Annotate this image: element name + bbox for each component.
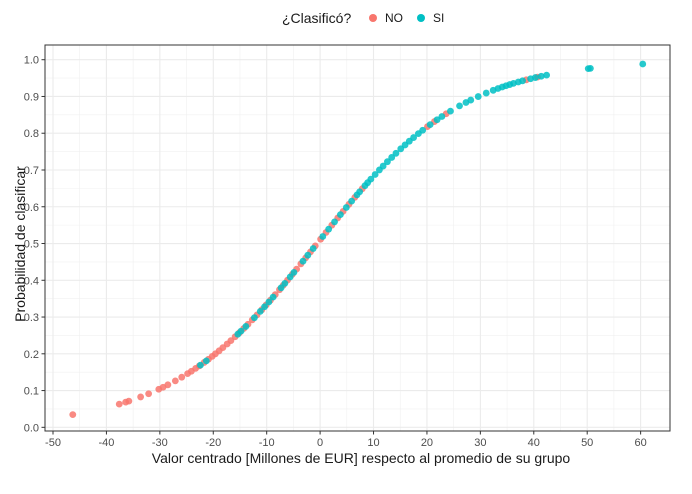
- point-si: [277, 284, 285, 292]
- panel-background: [45, 45, 670, 431]
- legend: ¿Clasificó? NO SI: [282, 10, 444, 26]
- point-no: [125, 397, 133, 405]
- point-si: [384, 158, 391, 166]
- point-si: [543, 71, 551, 79]
- point-si: [202, 357, 210, 365]
- data-points: [69, 60, 647, 419]
- y-tick-label: 0.0: [24, 422, 39, 434]
- point-si: [256, 308, 264, 315]
- point-si: [309, 245, 317, 252]
- point-si: [356, 188, 364, 196]
- point-si: [388, 154, 396, 161]
- point-si: [304, 251, 312, 259]
- major-gridlines: [45, 45, 670, 431]
- point-si: [438, 113, 446, 120]
- y-tick-label: 0.3: [24, 312, 39, 324]
- y-tick-label: 0.5: [24, 239, 39, 251]
- point-si: [319, 233, 327, 240]
- x-tick-label: 20: [421, 437, 433, 449]
- point-si: [237, 327, 245, 335]
- x-axis-ticks: -50 -40 -30 -20 -10 0 10 20 30 40 50 60: [45, 431, 647, 449]
- x-axis-title: Valor centrado [Millones de EUR] respect…: [152, 450, 571, 466]
- point-si: [531, 74, 539, 81]
- point-si: [467, 96, 475, 104]
- point-si: [456, 102, 463, 110]
- x-tick-label: -40: [98, 437, 114, 449]
- point-si: [379, 162, 387, 170]
- point-no: [69, 411, 77, 419]
- point-si: [337, 211, 344, 219]
- point-si: [325, 225, 333, 233]
- point-si: [367, 175, 375, 183]
- point-no: [115, 400, 123, 408]
- point-no: [171, 377, 179, 385]
- y-axis-title: Probabilidad de clasificar: [12, 166, 28, 322]
- point-no: [137, 393, 145, 401]
- point-si: [426, 121, 434, 129]
- point-si: [342, 204, 350, 211]
- point-si: [251, 314, 258, 322]
- point-si: [537, 72, 545, 80]
- point-si: [410, 134, 417, 141]
- point-si: [419, 126, 427, 134]
- panel-border-rect: [44, 44, 671, 432]
- legend-no-label: NO: [385, 11, 403, 25]
- x-tick-label: -50: [45, 437, 61, 449]
- y-tick-label: 0.4: [24, 275, 39, 287]
- point-si: [197, 361, 204, 369]
- y-tick-label: 1.0: [24, 55, 39, 67]
- point-no: [145, 390, 153, 398]
- x-tick-label: -30: [152, 437, 168, 449]
- point-si: [371, 171, 379, 178]
- y-tick-label: 0.1: [24, 386, 39, 398]
- x-tick-label: 0: [317, 437, 323, 449]
- y-tick-label: 0.7: [24, 165, 39, 177]
- y-axis-ticks: 0.0 0.1 0.2 0.3 0.4 0.5 0.6 0.7 0.8 0.9 1.0: [24, 55, 45, 434]
- point-no: [178, 373, 186, 381]
- point-si: [290, 268, 298, 276]
- point-si: [242, 323, 250, 330]
- point-si: [348, 197, 356, 205]
- y-tick-label: 0.6: [24, 202, 39, 214]
- y-tick-label: 0.2: [24, 349, 39, 361]
- point-si: [482, 89, 490, 97]
- x-tick-label: 30: [474, 437, 486, 449]
- x-tick-label: 50: [581, 437, 593, 449]
- point-si: [519, 77, 526, 85]
- point-si: [587, 64, 594, 72]
- point-si: [447, 107, 454, 115]
- plot-panel: [45, 45, 670, 431]
- minor-gridlines: [45, 45, 670, 431]
- y-tick-label: 0.8: [24, 128, 39, 140]
- x-tick-label: 10: [367, 437, 379, 449]
- x-tick-label: 60: [634, 437, 646, 449]
- point-si: [639, 60, 647, 68]
- legend-si-marker: [417, 14, 425, 22]
- point-si: [265, 298, 273, 306]
- y-tick-label: 0.9: [24, 91, 39, 103]
- point-si: [269, 293, 277, 301]
- point-si: [261, 303, 268, 311]
- point-si: [474, 93, 482, 100]
- point-si: [299, 257, 307, 265]
- point-no: [164, 381, 172, 389]
- x-tick-label: -20: [205, 437, 221, 449]
- point-si: [286, 273, 294, 281]
- point-si: [392, 149, 400, 157]
- x-tick-label: 40: [528, 437, 540, 449]
- point-si: [281, 279, 289, 287]
- legend-si-label: SI: [433, 11, 444, 25]
- legend-no-marker: [369, 14, 377, 22]
- legend-title: ¿Clasificó?: [282, 10, 351, 26]
- x-tick-label: -10: [259, 437, 275, 449]
- point-si: [433, 116, 441, 124]
- point-si: [331, 218, 338, 226]
- plot-border: [44, 44, 671, 432]
